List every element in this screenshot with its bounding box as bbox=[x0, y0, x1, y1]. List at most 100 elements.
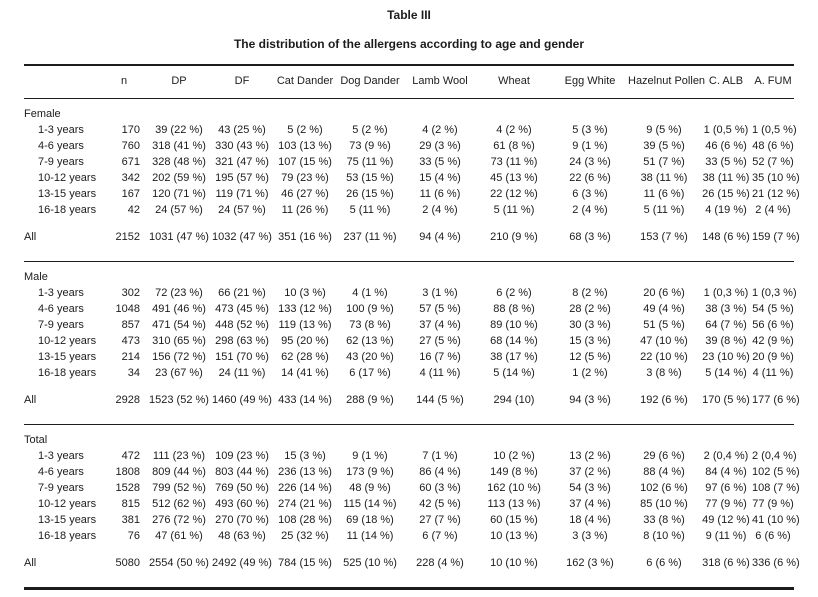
table-cell: 27 (5 %) bbox=[419, 335, 461, 347]
table-cell: 75 (11 %) bbox=[346, 156, 394, 168]
table-cell: 6 (7 %) bbox=[422, 530, 458, 542]
column-header-dp: DP bbox=[148, 65, 210, 99]
table-cell: 24 (11 %) bbox=[218, 367, 266, 379]
row-label-all: All bbox=[24, 557, 37, 569]
table-cell: 10 (13 %) bbox=[490, 530, 538, 542]
table-cell: 14 (41 %) bbox=[281, 367, 329, 379]
row-label: 13-15 years bbox=[38, 514, 97, 526]
table-cell: 42 bbox=[127, 204, 140, 216]
table-cell: 120 (71 %) bbox=[152, 188, 206, 200]
row-label: 10-12 years bbox=[38, 498, 97, 510]
table-cell: 321 (47 %) bbox=[215, 156, 269, 168]
table-cell: 51 (5 %) bbox=[643, 319, 685, 331]
table-cell: 62 (28 %) bbox=[281, 351, 329, 363]
table-cell: 5080 bbox=[115, 557, 140, 569]
table-cell: 192 (6 %) bbox=[640, 394, 688, 406]
column-header-dog-dander: Dog Dander bbox=[336, 65, 404, 99]
table-cell: 66 (21 %) bbox=[218, 287, 266, 299]
table-cell: 448 (52 %) bbox=[215, 319, 269, 331]
table-cell: 39 (22 %) bbox=[155, 124, 203, 136]
table-cell: 33 (5 %) bbox=[705, 156, 747, 168]
table-cell: 76 bbox=[127, 530, 140, 542]
table-cell: 153 (7 %) bbox=[640, 231, 688, 243]
table-cell: 52 (7 %) bbox=[752, 156, 794, 168]
section-label: Female bbox=[24, 108, 61, 120]
table-cell: 77 (9 %) bbox=[705, 498, 747, 510]
column-header-blank bbox=[24, 65, 100, 99]
table-cell: 64 (7 %) bbox=[705, 319, 747, 331]
table-cell: 342 bbox=[121, 172, 140, 184]
table-cell: 2492 (49 %) bbox=[212, 557, 272, 569]
table-cell: 15 (3 %) bbox=[284, 450, 326, 462]
table-cell: 2152 bbox=[115, 231, 140, 243]
table-cell: 47 (10 %) bbox=[640, 335, 688, 347]
table-cell: 167 bbox=[121, 188, 140, 200]
table-cell: 10 (2 %) bbox=[493, 450, 535, 462]
row-label: 13-15 years bbox=[38, 188, 97, 200]
table-cell: 22 (6 %) bbox=[569, 172, 611, 184]
table-cell: 5 (14 %) bbox=[705, 367, 747, 379]
table-cell: 103 (13 %) bbox=[278, 140, 332, 152]
table-row: 1-3 years 472 111 (23 %) 109 (23 %) 15 (3 %)… bbox=[24, 448, 797, 464]
table-row: 16-18 years 76 47 (61 %) 48 (63 %) 25 (32 %)… bbox=[24, 528, 794, 544]
table-cell: 10 (10 %) bbox=[490, 557, 538, 569]
table-cell: 760 bbox=[121, 140, 140, 152]
table-cell: 769 (50 %) bbox=[215, 482, 269, 494]
table-cell: 25 (32 %) bbox=[281, 530, 329, 542]
table-cell: 1 (0,3 %) bbox=[703, 287, 749, 299]
table-cell: 108 (28 %) bbox=[278, 514, 332, 526]
table-header: n DP DF Cat Dander Dog Dander Lamb Wool Wheat E… bbox=[24, 65, 794, 99]
row-label: 7-9 years bbox=[38, 156, 84, 168]
table-cell: 42 (9 %) bbox=[752, 335, 794, 347]
column-header-a-fum: A. FUM bbox=[752, 65, 794, 99]
table-cell: 97 (6 %) bbox=[705, 482, 747, 494]
table-cell: 133 (12 %) bbox=[278, 303, 332, 315]
table-cell: 1460 (49 %) bbox=[212, 394, 272, 406]
table-cell: 69 (18 %) bbox=[346, 514, 394, 526]
table-cell: 6 (17 %) bbox=[349, 367, 391, 379]
table-cell: 1 (2 %) bbox=[572, 367, 608, 379]
column-header-lamb-wool: Lamb Wool bbox=[404, 65, 476, 99]
table-cell: 38 (11 %) bbox=[702, 172, 750, 184]
table-cell: 5 (3 %) bbox=[572, 124, 608, 136]
row-label: 10-12 years bbox=[38, 335, 97, 347]
table-cell: 11 (14 %) bbox=[346, 530, 394, 542]
table-row: 13-15 years 381 276 (72 %) 270 (70 %) 108 (2… bbox=[24, 512, 800, 528]
row-label: 4-6 years bbox=[38, 466, 84, 478]
table-cell: 195 (57 %) bbox=[215, 172, 269, 184]
section-female: Female 1-3 years 170 39 (22 %) 43 (25 %) 5 (2… bbox=[24, 99, 800, 262]
table-cell: 6 (6 %) bbox=[646, 557, 682, 569]
table-cell: 330 (43 %) bbox=[215, 140, 269, 152]
table-cell: 2 (4 %) bbox=[422, 204, 458, 216]
table-cell: 22 (10 %) bbox=[640, 351, 688, 363]
table-cell: 60 (15 %) bbox=[490, 514, 538, 526]
column-header-hazelnut-pollen: Hazelnut Pollen bbox=[628, 65, 705, 99]
table-cell: 1523 (52 %) bbox=[149, 394, 209, 406]
table-cell: 3 (1 %) bbox=[422, 287, 458, 299]
table-cell: 48 (63 %) bbox=[218, 530, 266, 542]
table-cell: 20 (6 %) bbox=[643, 287, 685, 299]
table-cell: 512 (62 %) bbox=[152, 498, 206, 510]
table-cell: 433 (14 %) bbox=[278, 394, 332, 406]
table-cell: 24 (57 %) bbox=[155, 204, 203, 216]
table-cell: 6 (6 %) bbox=[755, 530, 791, 542]
table-cell: 73 (11 %) bbox=[490, 156, 538, 168]
table-cell: 4 (11 %) bbox=[752, 367, 794, 379]
table-cell: 60 (3 %) bbox=[419, 482, 461, 494]
table-cell: 24 (57 %) bbox=[218, 204, 266, 216]
table-cell: 115 (14 %) bbox=[343, 498, 397, 510]
table-cell: 2 (4 %) bbox=[755, 204, 791, 216]
table-cell: 37 (2 %) bbox=[569, 466, 611, 478]
table-cell: 72 (23 %) bbox=[155, 287, 203, 299]
table-cell: 61 (8 %) bbox=[493, 140, 535, 152]
table-row: 7-9 years 1528 799 (52 %) 769 (50 %) 226 (14… bbox=[24, 480, 800, 496]
table-cell: 3 (3 %) bbox=[572, 530, 608, 542]
table-cell: 1808 bbox=[115, 466, 140, 478]
table-cell: 79 (23 %) bbox=[281, 172, 329, 184]
table-cell: 2554 (50 %) bbox=[149, 557, 209, 569]
table-cell: 56 (6 %) bbox=[752, 319, 794, 331]
table-cell: 27 (7 %) bbox=[419, 514, 461, 526]
table-cell: 170 bbox=[121, 124, 140, 136]
table-cell: 54 (3 %) bbox=[569, 482, 611, 494]
